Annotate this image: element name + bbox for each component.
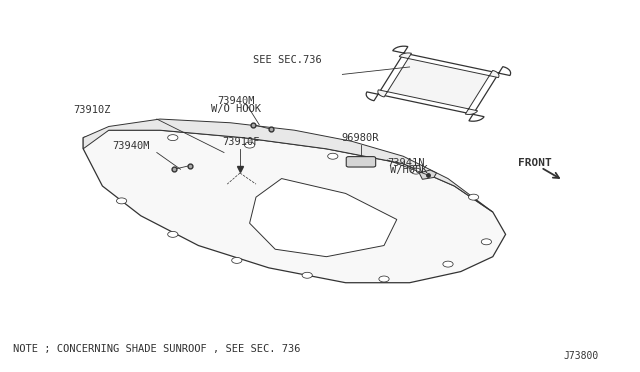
Circle shape	[379, 276, 389, 282]
Text: W/HOOK: W/HOOK	[390, 165, 428, 175]
Polygon shape	[419, 170, 436, 179]
Circle shape	[443, 261, 453, 267]
Circle shape	[232, 257, 242, 263]
Text: NOTE ; CONCERNING SHADE SUNROOF , SEE SEC. 736: NOTE ; CONCERNING SHADE SUNROOF , SEE SE…	[13, 343, 300, 353]
Text: 73941N: 73941N	[387, 157, 425, 167]
Circle shape	[468, 194, 479, 200]
Text: 73910F: 73910F	[223, 137, 260, 147]
Circle shape	[302, 272, 312, 278]
Circle shape	[481, 239, 492, 245]
Circle shape	[244, 142, 255, 148]
Polygon shape	[366, 46, 511, 121]
Polygon shape	[250, 179, 397, 257]
Circle shape	[116, 198, 127, 204]
Text: 73940M: 73940M	[112, 141, 150, 151]
Text: 96980R: 96980R	[341, 133, 379, 143]
Text: 73940M: 73940M	[218, 96, 255, 106]
Circle shape	[411, 168, 421, 174]
Text: J73800: J73800	[563, 351, 598, 361]
Text: FRONT: FRONT	[518, 158, 552, 168]
Polygon shape	[378, 53, 499, 115]
Circle shape	[328, 153, 338, 159]
FancyBboxPatch shape	[346, 157, 376, 167]
Text: W/O HOOK: W/O HOOK	[211, 103, 261, 113]
Circle shape	[168, 231, 178, 237]
Polygon shape	[83, 119, 493, 212]
Text: 73910Z: 73910Z	[74, 105, 111, 115]
Polygon shape	[83, 130, 506, 283]
Circle shape	[168, 135, 178, 141]
Text: SEE SEC.736: SEE SEC.736	[253, 55, 321, 65]
